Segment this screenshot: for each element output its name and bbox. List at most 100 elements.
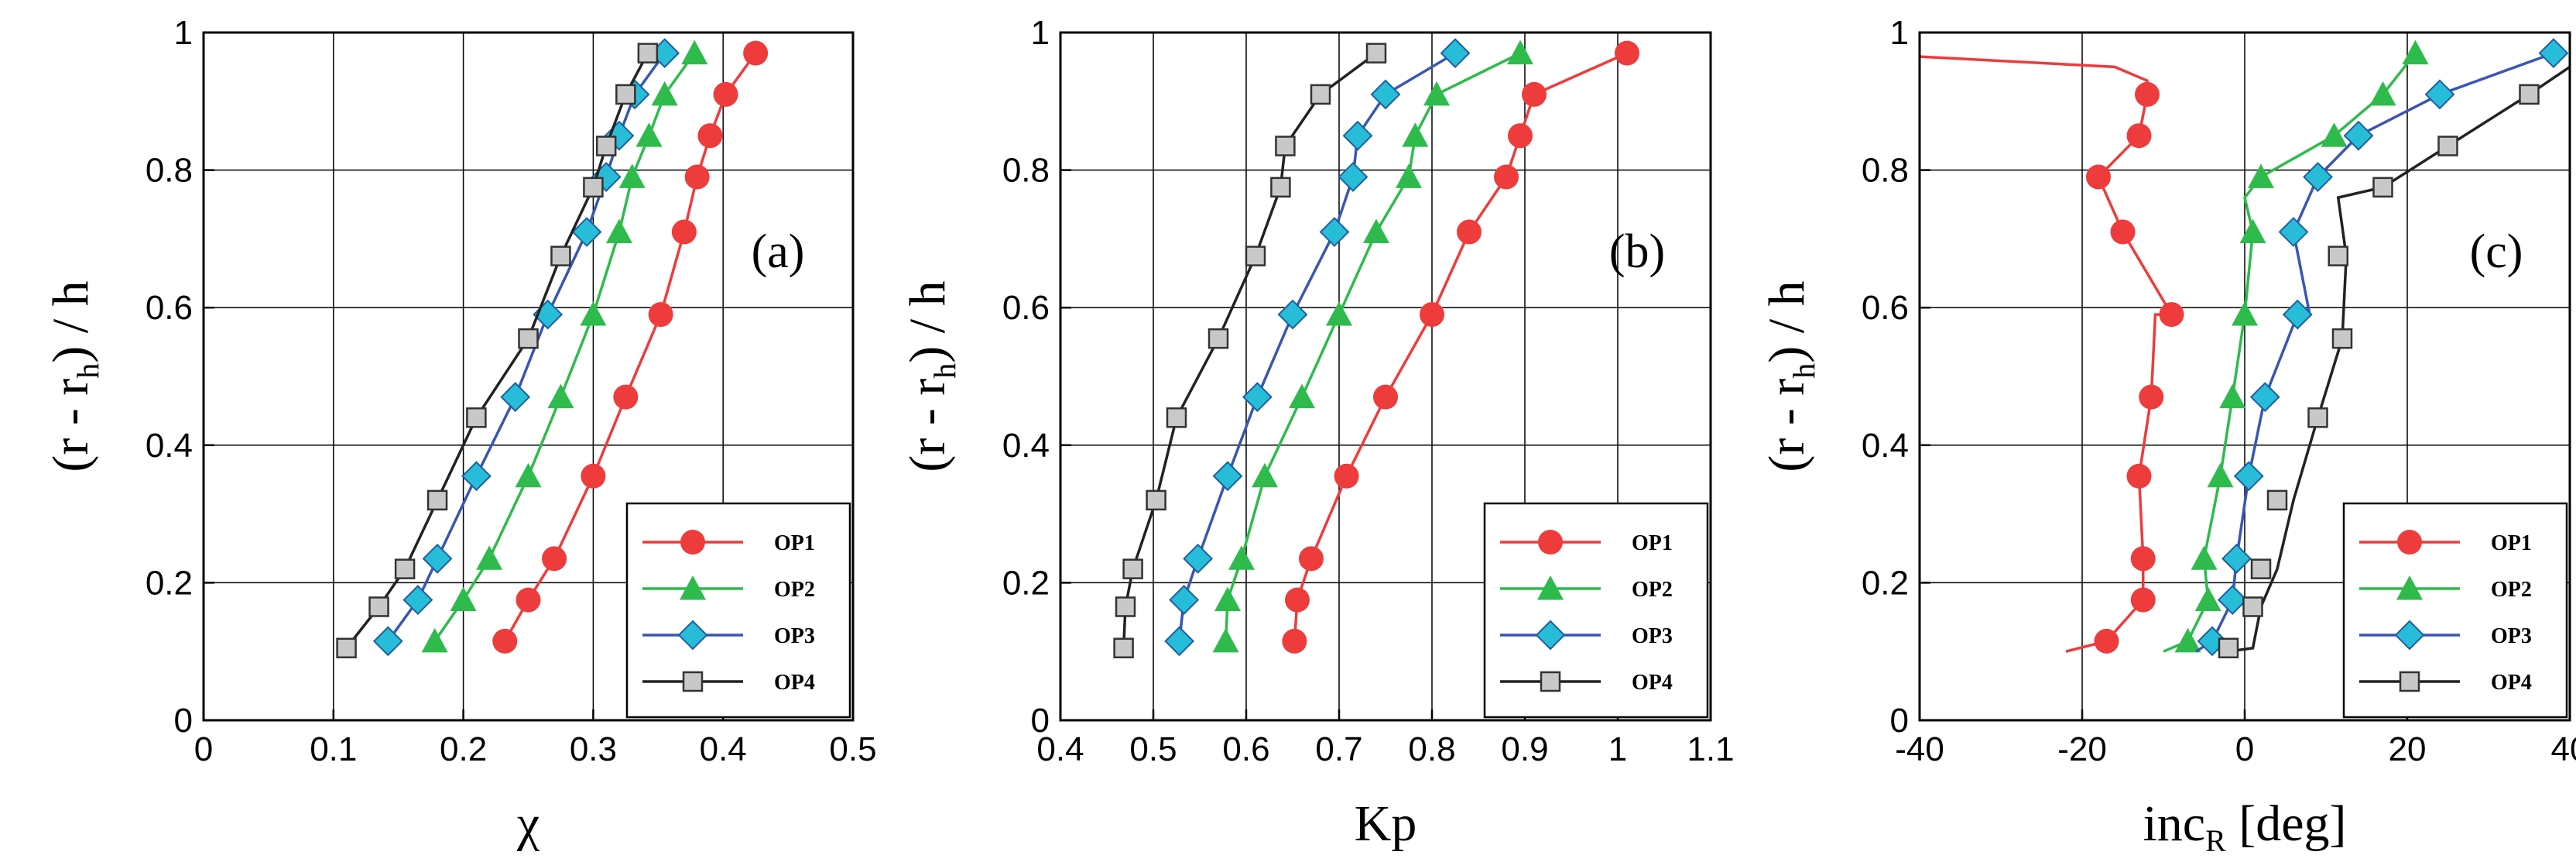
y-tick-label: 0.8 (1862, 152, 1909, 190)
data-point-op1 (1282, 628, 1307, 654)
x-tick-label: 1 (1608, 730, 1627, 768)
data-point-op4 (1275, 136, 1296, 156)
legend-marker (1537, 575, 1564, 600)
x-tick-label: 0.5 (1129, 730, 1177, 768)
legend-marker (1538, 530, 1563, 555)
data-point-op3 (1319, 217, 1350, 247)
y-tick-label: 0.6 (1862, 289, 1909, 327)
data-point-op1 (516, 587, 541, 613)
legend-marker (1535, 620, 1566, 651)
legend: OP1 OP2 OP3 OP4 (625, 502, 851, 719)
chart-panel-2: 0.4 0.5 0.6 0.7 0.8 0.9 1 1.1 0 0.2 0.4 0.6 0.8 1 Kp (r… (899, 14, 1735, 852)
data-point-op4 (637, 43, 659, 64)
data-point-op4 (2328, 246, 2348, 266)
y-tick-label: 0.8 (146, 152, 193, 190)
data-point-op3 (1440, 38, 1471, 69)
data-point-op3 (461, 461, 492, 492)
legend-label: OP4 (774, 671, 815, 695)
data-point-op3 (2221, 543, 2252, 574)
x-tick-label: 1.1 (1687, 730, 1734, 768)
data-point-op3 (1164, 626, 1195, 657)
data-point-op2 (2191, 545, 2218, 570)
legend-box (625, 502, 851, 719)
legend-box (1483, 502, 1709, 719)
panel-label: (c) (2470, 225, 2523, 278)
data-point-op1 (671, 219, 697, 245)
data-point-op1 (2130, 587, 2156, 613)
x-tick-label: 0.1 (310, 730, 357, 768)
data-point-op4 (394, 558, 416, 579)
data-point-op1 (1334, 463, 1359, 489)
data-point-op1 (1299, 546, 1324, 572)
data-point-op4 (1166, 407, 1187, 428)
data-point-op3 (372, 626, 403, 657)
legend-marker (1540, 671, 1561, 692)
data-point-op3 (1370, 79, 1401, 110)
legend-label: OP2 (774, 578, 815, 602)
x-axis-title: incR [deg] (2143, 795, 2346, 858)
y-axis-title: (r - rh) / h (1759, 280, 1821, 472)
legend: OP1 OP2 OP3 OP4 (1483, 502, 1709, 719)
data-point-op3 (571, 217, 602, 247)
data-point-op4 (336, 637, 357, 659)
data-point-op1 (1285, 587, 1310, 613)
data-point-op2 (1326, 301, 1352, 326)
data-point-op1 (2126, 123, 2152, 149)
data-point-op2 (1402, 122, 1429, 147)
y-tick-label: 0.4 (1002, 427, 1050, 465)
data-point-op2 (2174, 627, 2201, 653)
data-point-op1 (542, 546, 567, 572)
legend-label: OP3 (774, 624, 815, 648)
x-axis-title: Kp (1355, 795, 1417, 852)
data-point-op2 (2207, 462, 2234, 488)
data-point-op3 (422, 543, 453, 574)
data-point-op2 (2219, 383, 2246, 409)
y-tick-label: 0.4 (1862, 427, 1909, 465)
data-point-op1 (1522, 81, 1547, 107)
data-point-op4 (2218, 637, 2239, 659)
legend-box (2342, 502, 2568, 719)
data-point-op2 (515, 462, 542, 488)
legend-label: OP1 (774, 531, 815, 555)
data-point-op3 (1242, 382, 1273, 413)
legend-marker (677, 620, 708, 651)
data-point-op3 (402, 585, 433, 616)
x-tick-label: 0.9 (1501, 730, 1548, 768)
chart-panel-3: -40 -20 0 20 40 0 0.2 0.4 0.6 0.8 1 incR [deg] (r - … (1759, 14, 2576, 858)
data-point-op3 (1169, 585, 1200, 616)
legend-marker (2399, 671, 2420, 692)
data-point-op4 (2372, 177, 2393, 198)
data-point-op4 (1208, 328, 1229, 349)
data-point-op4 (1146, 489, 1166, 511)
y-tick-label: 0.6 (1002, 289, 1050, 327)
data-point-op2 (2369, 81, 2396, 106)
data-point-op1 (713, 81, 738, 107)
y-tick-label: 0.2 (1002, 564, 1050, 602)
data-point-op4 (2307, 407, 2328, 428)
legend-label: OP1 (1632, 531, 1673, 555)
data-point-op4 (583, 177, 604, 198)
y-axis-title: (r - rh) / h (43, 280, 105, 472)
data-point-op1 (492, 628, 518, 654)
data-point-op3 (1277, 299, 1308, 330)
data-point-op4 (1310, 84, 1331, 105)
data-point-op2 (2321, 122, 2348, 147)
y-tick-label: 0.6 (146, 289, 193, 327)
data-point-op3 (2282, 299, 2313, 330)
data-point-op1 (2139, 384, 2164, 410)
data-point-op4 (368, 596, 389, 617)
chart-panel-1: 0 0.1 0.2 0.3 0.4 0.5 0 0.2 0.4 0.6 0.8 1 χ (r - rh) … (43, 14, 877, 852)
y-tick-label: 0 (174, 702, 193, 740)
data-point-op4 (1113, 637, 1134, 659)
y-tick-label: 1 (174, 14, 193, 52)
legend-marker (682, 671, 704, 692)
data-point-op2 (1252, 462, 1278, 488)
data-point-op3 (2424, 79, 2455, 110)
data-point-op2 (421, 627, 448, 653)
legend-label: OP1 (2491, 531, 2532, 555)
data-point-op4 (2242, 596, 2263, 617)
data-point-op4 (1115, 596, 1136, 617)
data-point-op3 (2233, 461, 2264, 492)
data-point-op4 (2266, 489, 2288, 511)
